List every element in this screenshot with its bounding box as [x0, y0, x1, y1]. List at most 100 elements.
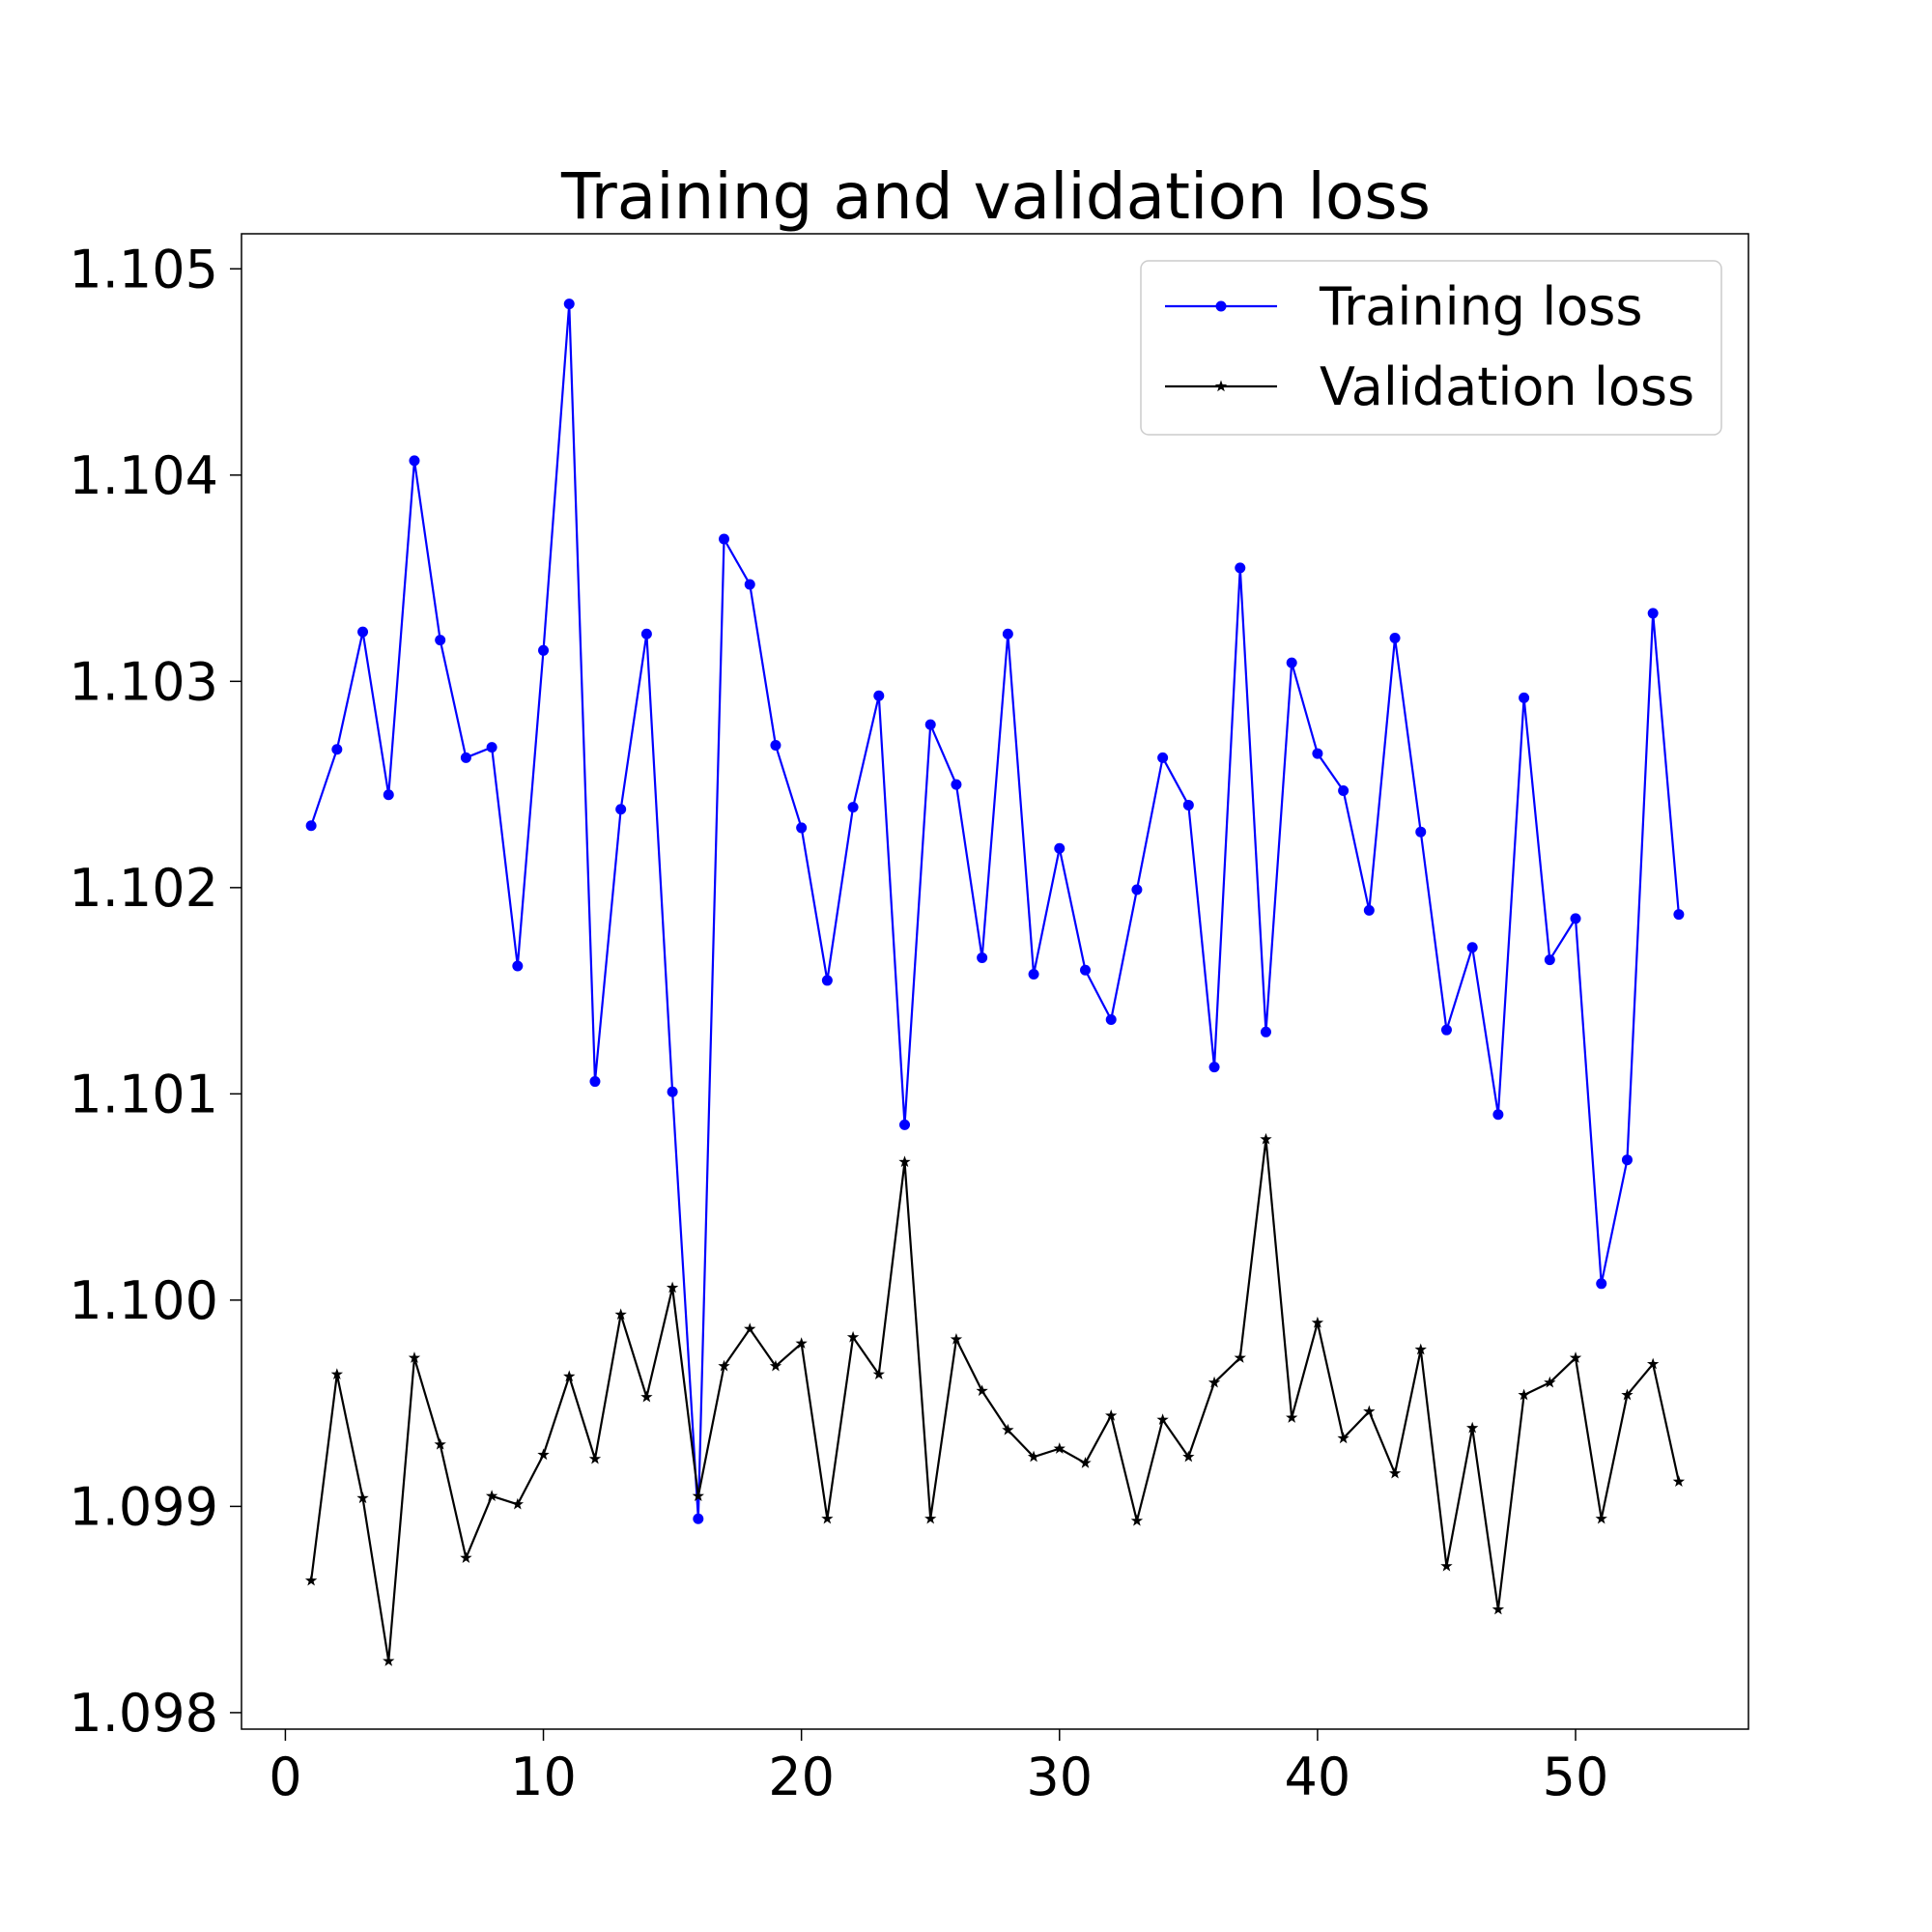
- data-point: [1182, 799, 1194, 810]
- data-point: [1105, 1014, 1117, 1026]
- data-point: [1156, 1413, 1169, 1425]
- data-point: [1105, 1408, 1118, 1421]
- data-point: [1131, 884, 1143, 895]
- data-point: [666, 1281, 679, 1293]
- x-axis-ticks: 0 10 20 30 40 50: [269, 1729, 1608, 1807]
- y-tick-label: 1.098: [69, 1683, 218, 1744]
- data-point: [512, 960, 524, 972]
- data-point: [1621, 1154, 1633, 1166]
- data-point: [1157, 752, 1169, 763]
- data-point: [847, 802, 859, 813]
- data-point: [615, 804, 627, 815]
- y-tick-label: 1.101: [69, 1064, 218, 1124]
- data-point: [305, 820, 317, 832]
- x-tick-label: 50: [1543, 1747, 1609, 1807]
- data-point: [692, 1490, 704, 1501]
- y-tick-label: 1.099: [69, 1476, 218, 1537]
- data-point: [1621, 1388, 1634, 1401]
- x-tick-label: 40: [1285, 1747, 1351, 1807]
- data-point: [640, 628, 652, 639]
- data-point: [1002, 628, 1013, 639]
- data-point: [409, 455, 420, 467]
- data-point: [537, 1448, 550, 1461]
- legend-label: Training loss: [1319, 276, 1643, 337]
- data-point: [1596, 1278, 1607, 1290]
- data-point: [718, 1359, 730, 1372]
- data-point: [460, 1551, 472, 1564]
- legend-marker: [1215, 300, 1227, 312]
- data-point: [1130, 1514, 1144, 1526]
- data-point: [588, 1452, 602, 1464]
- data-point: [1234, 1351, 1246, 1363]
- data-point: [795, 1337, 808, 1349]
- data-point: [1286, 657, 1297, 668]
- data-point: [693, 1513, 704, 1524]
- data-point: [1440, 1559, 1453, 1572]
- data-point: [770, 740, 781, 752]
- y-tick-label: 1.104: [69, 445, 218, 506]
- data-point: [1519, 692, 1530, 703]
- x-tick-label: 30: [1026, 1747, 1093, 1807]
- data-point: [1028, 969, 1039, 980]
- data-point: [538, 644, 550, 656]
- data-point: [485, 1490, 498, 1501]
- data-point: [331, 744, 343, 755]
- data-point: [1312, 748, 1323, 759]
- x-tick-label: 20: [768, 1747, 835, 1807]
- series-validation-loss: [304, 1132, 1686, 1666]
- data-point: [1260, 1026, 1271, 1037]
- series-layer: [304, 298, 1686, 1666]
- data-point: [1466, 942, 1478, 953]
- data-point: [383, 1655, 395, 1666]
- data-point: [1388, 1466, 1402, 1479]
- data-point: [1311, 1316, 1324, 1328]
- data-point: [357, 626, 369, 638]
- data-point: [1673, 909, 1685, 921]
- data-point: [589, 1076, 601, 1088]
- data-point: [1646, 1357, 1660, 1370]
- data-point: [563, 298, 575, 310]
- data-point: [1208, 1376, 1221, 1388]
- data-point: [614, 1308, 627, 1321]
- data-point: [821, 1512, 834, 1524]
- legend-items: Training loss Validation loss: [1165, 276, 1694, 417]
- data-point: [1260, 1132, 1272, 1145]
- data-point: [898, 1155, 911, 1168]
- data-point: [950, 1332, 963, 1345]
- x-tick-label: 10: [510, 1747, 577, 1807]
- data-point: [486, 742, 497, 753]
- data-point: [1079, 964, 1091, 976]
- data-point: [667, 1086, 678, 1097]
- data-point: [1414, 1343, 1427, 1355]
- legend-label: Validation loss: [1320, 356, 1694, 417]
- data-point: [1002, 1423, 1014, 1435]
- y-tick-label: 1.103: [69, 651, 218, 712]
- data-point: [511, 1497, 524, 1510]
- y-axis-ticks: 1.098 1.099 1.100 1.101 1.102 1.103 1.104 1.105: [69, 239, 242, 1744]
- plot-area-frame: [241, 233, 1749, 1730]
- series-line: [310, 1138, 1680, 1662]
- data-point: [1235, 562, 1246, 574]
- data-point: [1337, 1432, 1350, 1444]
- data-point: [356, 1492, 369, 1504]
- data-point: [1054, 842, 1065, 854]
- data-point: [1492, 1603, 1505, 1615]
- data-point: [1544, 954, 1555, 966]
- y-tick-label: 1.105: [69, 239, 218, 299]
- data-point: [769, 1359, 782, 1372]
- data-point: [821, 975, 833, 986]
- data-point: [1053, 1442, 1065, 1454]
- data-point: [434, 1437, 446, 1450]
- data-point: [872, 1368, 885, 1380]
- data-point: [408, 1351, 421, 1363]
- data-point: [435, 635, 446, 646]
- data-point: [1518, 1388, 1530, 1401]
- x-tick-label: 0: [269, 1747, 301, 1807]
- data-point: [383, 789, 394, 801]
- data-point: [563, 1370, 576, 1382]
- data-point: [1079, 1457, 1092, 1468]
- data-point: [1208, 1062, 1220, 1073]
- data-point: [873, 690, 885, 701]
- legend-marker: [1214, 380, 1228, 392]
